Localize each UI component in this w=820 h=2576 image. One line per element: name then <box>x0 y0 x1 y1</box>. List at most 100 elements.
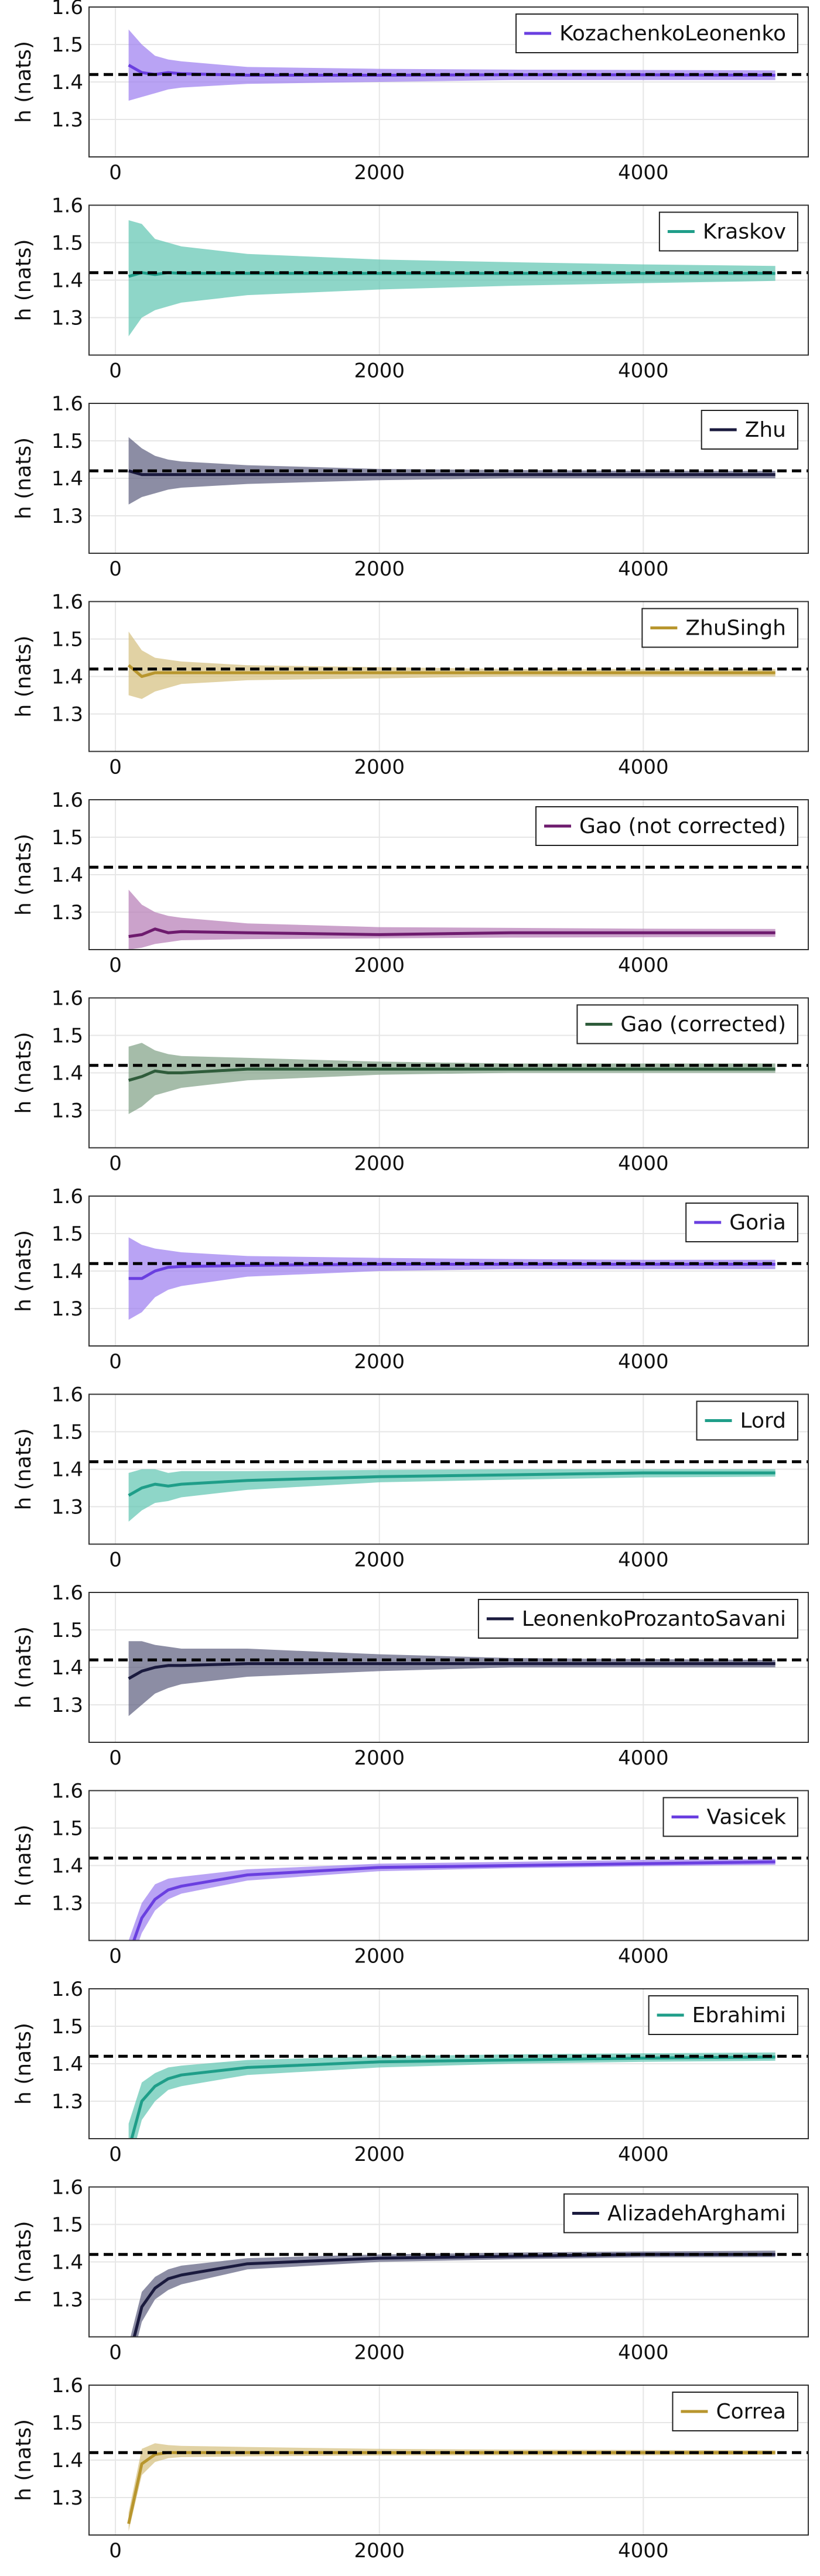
y-tick-label: 1.6 <box>52 194 83 218</box>
x-tick-label: 4000 <box>618 1152 669 1176</box>
x-tick-label: 4000 <box>618 954 669 977</box>
panel-kraskov: 1.3 1.4 1.5 1.6 0 2000 4000 h (nats) Kraskov <box>12 194 809 383</box>
panel-gao-corrected: 1.3 1.4 1.5 1.6 0 2000 4000 h (nats) Gao (correc… <box>12 987 809 1176</box>
y-tick-label: 1.4 <box>52 666 83 689</box>
y-tick-label: 1.4 <box>52 269 83 293</box>
x-tick-label: 2000 <box>354 954 405 977</box>
panel-zhu: 1.3 1.4 1.5 1.6 0 2000 4000 h (nats) Zhu <box>12 392 809 581</box>
confidence-band-alizadeharghami <box>130 2250 775 2337</box>
confidence-band-leonenkoprozantosavani <box>128 1641 775 1717</box>
y-tick-label: 1.3 <box>52 1694 83 1717</box>
y-tick-label: 1.6 <box>52 1581 83 1605</box>
confidence-band-kozachenkoleonenko <box>128 29 775 101</box>
y-tick-label: 1.4 <box>52 1855 83 1878</box>
legend-label: Ebrahimi <box>692 2003 786 2027</box>
panel-correa: 1.3 1.4 1.5 1.6 0 2000 4000 h (nats) Correa <box>12 2374 809 2563</box>
legend-label: Kraskov <box>703 220 786 244</box>
legend-ebrahimi: Ebrahimi <box>648 1995 798 2035</box>
legend-label: Gao (corrected) <box>620 1013 786 1037</box>
plot-frame <box>88 1195 809 1347</box>
confidence-band-vasicek <box>128 1859 775 1941</box>
x-tick-label: 0 <box>109 2143 122 2166</box>
legend-label: Lord <box>740 1409 786 1433</box>
y-axis-label: h (nats) <box>12 239 36 321</box>
legend-label: Correa <box>716 2400 786 2424</box>
x-tick-label: 2000 <box>354 2341 405 2365</box>
y-axis-label: h (nats) <box>12 1824 36 1906</box>
y-tick-label: 1.5 <box>52 2015 83 2039</box>
legend-label: Goria <box>729 1211 786 1235</box>
plot-frame <box>88 1790 809 1941</box>
y-axis-label: h (nats) <box>12 2419 36 2501</box>
y-tick-label: 1.3 <box>52 2090 83 2113</box>
legend-lord: Lord <box>696 1400 798 1441</box>
x-tick-label: 0 <box>109 2341 122 2365</box>
series-line-gao-corrected <box>128 1067 775 1082</box>
y-tick-label: 1.6 <box>52 1978 83 2001</box>
y-tick-label: 1.6 <box>52 1383 83 1407</box>
legend-label: AlizadehArghami <box>607 2202 786 2226</box>
y-tick-label: 1.3 <box>52 901 83 924</box>
y-tick-label: 1.6 <box>52 1780 83 1803</box>
confidence-band-goria <box>128 1237 775 1320</box>
legend-alizadeharghami: AlizadehArghami <box>563 2193 798 2234</box>
y-tick-label: 1.4 <box>52 1656 83 1680</box>
plot-frame <box>88 1592 809 1743</box>
y-axis-label: h (nats) <box>12 437 36 519</box>
y-tick-label: 1.5 <box>52 430 83 453</box>
confidence-band-zhu <box>128 437 775 505</box>
y-tick-label: 1.4 <box>52 1260 83 1283</box>
y-axis-label: h (nats) <box>12 41 36 123</box>
x-tick-label: 4000 <box>618 2143 669 2166</box>
panel-kozachenkoleonenko: 1.3 1.4 1.5 1.6 0 2000 4000 h (nats) KozachenkoL… <box>12 0 809 184</box>
y-tick-label: 1.3 <box>52 1496 83 1519</box>
y-tick-label: 1.4 <box>52 2053 83 2076</box>
x-tick-label: 0 <box>109 1549 122 1572</box>
x-tick-label: 2000 <box>354 756 405 779</box>
y-tick-label: 1.5 <box>52 232 83 255</box>
plot-frame <box>88 2385 809 2536</box>
plot-frame <box>88 2186 809 2338</box>
y-tick-label: 1.3 <box>52 2289 83 2312</box>
legend-box <box>563 2193 798 2234</box>
y-tick-label: 1.4 <box>52 2449 83 2472</box>
y-tick-label: 1.5 <box>52 1222 83 1246</box>
y-tick-label: 1.3 <box>52 2486 83 2510</box>
y-axis-label: h (nats) <box>12 1428 36 1510</box>
series-line-zhu <box>128 469 775 477</box>
legend-label: Vasicek <box>707 1806 787 1830</box>
y-tick-label: 1.6 <box>52 987 83 1010</box>
y-axis-label: h (nats) <box>12 2023 36 2105</box>
x-tick-label: 4000 <box>618 557 669 581</box>
y-tick-label: 1.6 <box>52 789 83 812</box>
x-tick-label: 4000 <box>618 756 669 779</box>
legend-correa: Correa <box>672 2392 798 2431</box>
panel-leonenkoprozantosavani: 1.3 1.4 1.5 1.6 0 2000 4000 h (nats) LeonenkoPro… <box>12 1581 809 1770</box>
x-tick-label: 2000 <box>354 1945 405 1968</box>
series-line-correa <box>127 2451 775 2524</box>
x-tick-label: 2000 <box>354 1746 405 1770</box>
plot-frame <box>88 1393 809 1545</box>
legend-box <box>515 13 798 53</box>
legend-vasicek: Vasicek <box>662 1797 798 1837</box>
plot-frame <box>88 204 809 356</box>
x-tick-label: 2000 <box>354 2143 405 2166</box>
plot-frame <box>88 799 809 950</box>
plot-frame <box>88 601 809 752</box>
y-tick-label: 1.5 <box>52 1619 83 1642</box>
x-tick-label: 2000 <box>354 1152 405 1176</box>
x-tick-label: 0 <box>109 557 122 581</box>
panel-vasicek: 1.3 1.4 1.5 1.6 0 2000 4000 h (nats) Vasicek <box>12 1780 809 1968</box>
y-tick-label: 1.5 <box>52 1025 83 1048</box>
y-tick-label: 1.4 <box>52 2251 83 2274</box>
legend-box <box>535 806 798 846</box>
y-axis-label: h (nats) <box>12 635 36 717</box>
legend-label: ZhuSingh <box>685 616 786 640</box>
x-tick-label: 0 <box>109 756 122 779</box>
series-line-vasicek <box>132 1860 775 1941</box>
x-tick-label: 0 <box>109 2539 122 2563</box>
y-tick-label: 1.5 <box>52 1817 83 1841</box>
x-tick-label: 4000 <box>618 1945 669 1968</box>
x-tick-label: 2000 <box>354 1549 405 1572</box>
y-axis-label: h (nats) <box>12 1032 36 1114</box>
